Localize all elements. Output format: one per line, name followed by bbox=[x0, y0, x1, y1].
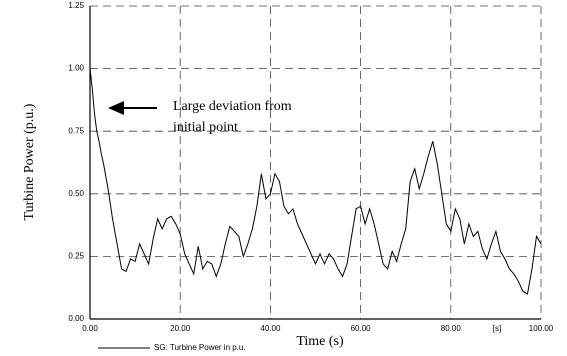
x-tick-label: 40.00 bbox=[260, 324, 281, 333]
y-tick-label: 1.00 bbox=[68, 64, 84, 73]
annotation: initial point bbox=[173, 120, 238, 135]
y-tick-label: 0.00 bbox=[68, 314, 84, 323]
y-tick-label: 0.25 bbox=[68, 252, 84, 261]
y-tick-label: 1.25 bbox=[68, 1, 84, 10]
annotation-arrowhead bbox=[108, 101, 124, 115]
x-unit: [s] bbox=[493, 324, 501, 333]
y-tick-label: 0.50 bbox=[68, 189, 84, 198]
annotation: Large deviation from bbox=[173, 99, 292, 114]
x-axis-label: Time (s) bbox=[296, 334, 344, 349]
x-tick-label: 100.00 bbox=[529, 324, 554, 333]
x-tick-label: 20.00 bbox=[170, 324, 191, 333]
y-tick-label: 0.75 bbox=[68, 126, 84, 135]
y-axis-label: Turbine Power (p.u.) bbox=[22, 103, 37, 220]
x-tick-label: 60.00 bbox=[351, 324, 372, 333]
data-line bbox=[89, 68, 542, 295]
x-tick-label: 80.00 bbox=[441, 324, 462, 333]
legend-label: SG: Turbine Power in p.u. bbox=[154, 343, 246, 352]
x-tick-label: 0.00 bbox=[82, 324, 98, 333]
